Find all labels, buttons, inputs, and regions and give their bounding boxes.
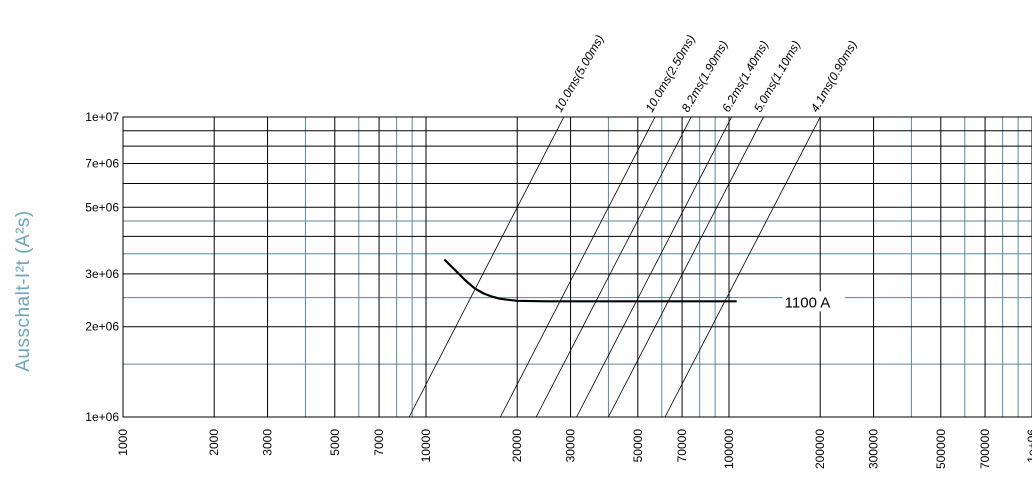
x-tick-label: 200000: [813, 429, 827, 469]
x-tick-label: 70000: [675, 429, 689, 463]
x-tick-label: 1e+06: [1025, 429, 1032, 463]
x-tick-label: 2000: [207, 429, 221, 456]
time-constant-label: 4.1ms(0.90ms): [808, 38, 860, 114]
x-tick-label: 30000: [564, 429, 578, 463]
x-tick-label: 300000: [867, 429, 881, 469]
series-label-background: [782, 291, 845, 312]
x-tick-label: 3000: [261, 429, 275, 456]
y-tick-label: 3e+06: [85, 267, 119, 281]
x-tick-label: 100000: [722, 429, 736, 469]
series-label: 1100 A: [785, 294, 831, 311]
y-tick-label: 5e+06: [85, 200, 119, 214]
x-tick-label: 700000: [978, 429, 992, 469]
time-constant-line: [535, 116, 692, 418]
y-tick-label: 2e+06: [85, 320, 119, 334]
x-tick-label: 500000: [934, 429, 948, 469]
y-tick-labels: 1e+06 2e+06 3e+06 5e+06 7e+06 1e+07: [85, 110, 119, 424]
x-tick-label: 7000: [372, 429, 386, 456]
x-tick-label: 5000: [328, 429, 342, 456]
minor-grid: [123, 117, 1032, 417]
time-constant-labels: 10.0ms(5.00ms) 10.0ms(2.50ms)8.2ms(1.90ms…: [551, 32, 860, 114]
series-labels: 1100 A: [782, 291, 845, 312]
time-constant-line: [576, 116, 732, 418]
series-line: [443, 258, 737, 303]
y-axis-title: Ausschalt-I²t (A²s): [13, 210, 34, 372]
y-tick-label: 1e+07: [85, 110, 119, 124]
time-constant-line: [608, 116, 764, 418]
x-tick-label: 10000: [419, 429, 433, 463]
x-tick-label: 1000: [116, 429, 130, 456]
x-tick-label: 50000: [631, 429, 645, 463]
time-constant-line: [664, 116, 821, 418]
y-tick-label: 1e+06: [85, 410, 119, 424]
x-tick-labels: 1000 2000 3000 5000 7000 10000 20000 30000 50000…: [116, 429, 1032, 469]
time-constant-label: 10.0ms(5.00ms): [551, 32, 606, 114]
time-constant-line: [408, 116, 565, 418]
time-constant-line: [500, 116, 656, 418]
time-constant-lines: [408, 116, 821, 418]
series-group: [443, 258, 737, 303]
x-tick-label: 20000: [510, 429, 524, 463]
plot-frame: [122, 116, 1032, 418]
major-grid: [122, 116, 1032, 418]
y-tick-label: 7e+06: [85, 156, 119, 170]
